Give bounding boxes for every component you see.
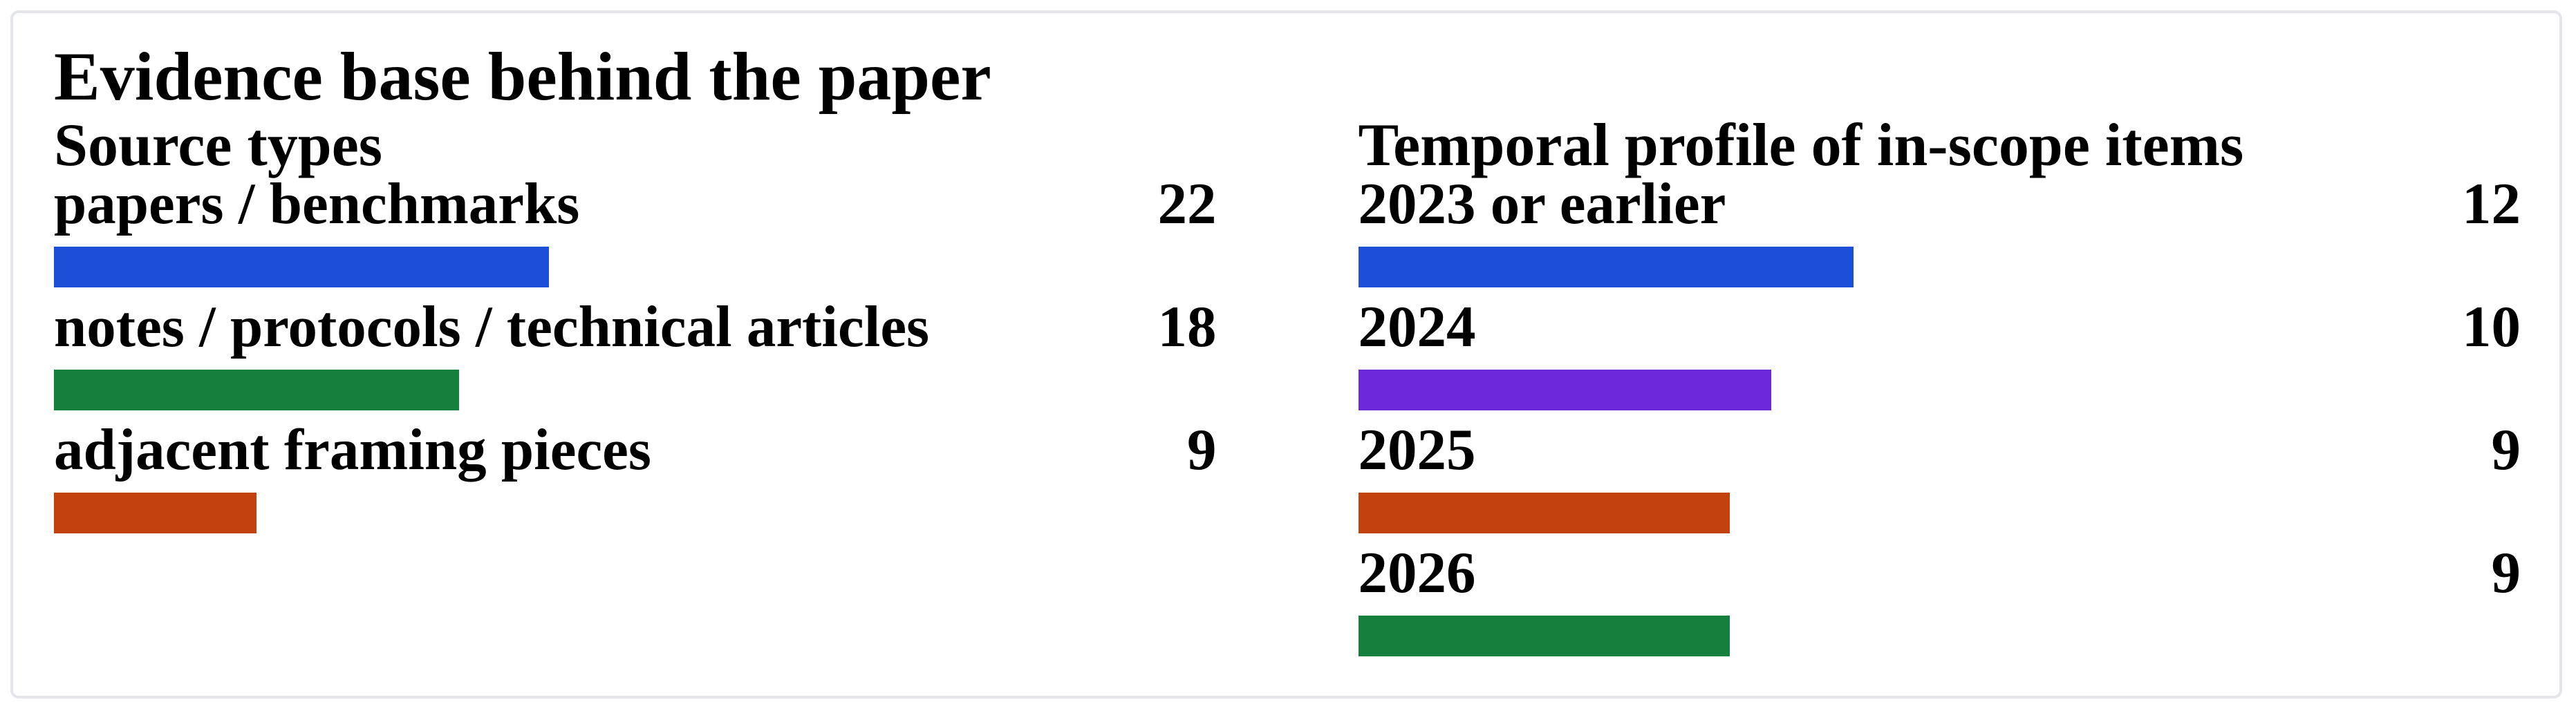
category-label: 2024 [1358, 294, 1476, 359]
value-label: 12 [2462, 171, 2521, 236]
value-label: 9 [2491, 540, 2521, 605]
bar [1358, 247, 1854, 287]
panel-title-source-types: Source types [54, 112, 383, 179]
bar [1358, 616, 1730, 656]
category-label: 2025 [1358, 417, 1476, 482]
category-label: notes / protocols / technical articles [54, 294, 930, 359]
category-label: 2023 or earlier [1358, 171, 1726, 236]
value-label: 9 [2491, 417, 2521, 482]
bar-rows: 2023 or earlier 12 2024 10 2025 9 2026 9 [1358, 175, 2521, 656]
category-label: papers / benchmarks [54, 171, 580, 236]
chart-panels: Source types papers / benchmarks 22 notes … [54, 115, 2521, 667]
panel-temporal-profile: Temporal profile of in-scope items 2023 … [1358, 112, 2521, 667]
bar-label-line: 2024 10 [1359, 298, 2521, 356]
value-label: 18 [1157, 294, 1217, 359]
bar-row: 2025 9 [1358, 421, 2521, 533]
bar-row: adjacent framing pieces 9 [54, 421, 1217, 533]
bar [54, 370, 459, 410]
bar-label-line: 2025 9 [1359, 421, 2521, 479]
bar [1358, 493, 1730, 533]
chart-card: Evidence base behind the paper Source ty… [10, 10, 2562, 698]
bar-row: 2026 9 [1358, 544, 2521, 656]
value-label: 10 [2462, 294, 2521, 359]
page-title: Evidence base behind the paper [54, 38, 991, 115]
bar-row: papers / benchmarks 22 [54, 175, 1217, 287]
bar-row: 2023 or earlier 12 [1358, 175, 2521, 287]
bar [54, 247, 549, 287]
value-label: 9 [1187, 417, 1217, 482]
bar-row: 2024 10 [1358, 298, 2521, 410]
bar-label-line: notes / protocols / technical articles 18 [54, 298, 1217, 356]
bar-rows: papers / benchmarks 22 notes / protocols /… [54, 175, 1217, 533]
panel-title-temporal-profile: Temporal profile of in-scope items [1358, 112, 2244, 179]
bar [54, 493, 256, 533]
bar-label-line: 2026 9 [1359, 544, 2521, 602]
bar-label-line: 2023 or earlier 12 [1359, 175, 2521, 234]
bar-label-line: adjacent framing pieces 9 [54, 421, 1217, 479]
value-label: 22 [1157, 171, 1217, 236]
panel-source-types: Source types papers / benchmarks 22 notes … [54, 115, 1217, 667]
category-label: adjacent framing pieces [54, 417, 651, 482]
bar-row: notes / protocols / technical articles 18 [54, 298, 1217, 410]
bar [1358, 370, 1771, 410]
category-label: 2026 [1358, 540, 1476, 605]
bar-label-line: papers / benchmarks 22 [54, 175, 1217, 234]
